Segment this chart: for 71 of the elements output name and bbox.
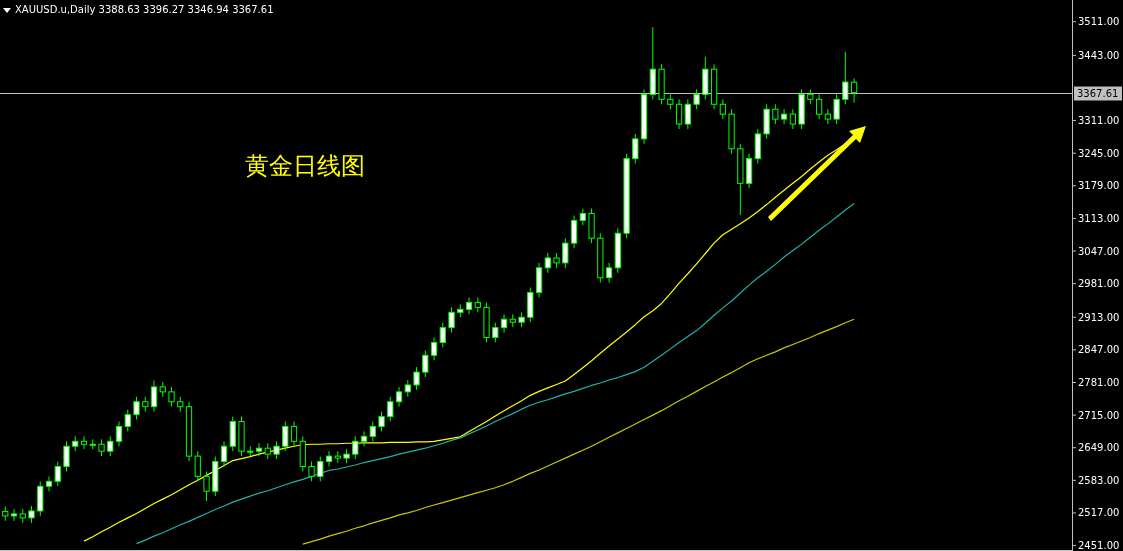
candlestick xyxy=(693,88,700,110)
candlestick xyxy=(168,386,175,408)
candlestick xyxy=(387,396,394,423)
candlestick xyxy=(107,435,114,457)
candlestick xyxy=(10,508,18,522)
y-tick-label: 3047.00 xyxy=(1078,245,1120,257)
candlestick xyxy=(850,77,858,104)
y-tick-label: 3511.00 xyxy=(1078,16,1120,28)
candlestick xyxy=(124,409,131,432)
candlestick xyxy=(115,421,123,447)
candlestick xyxy=(325,450,333,467)
candlestick xyxy=(54,461,61,487)
ref-line-label: 3367.61 xyxy=(1077,88,1119,99)
candlestick xyxy=(815,93,823,120)
candlestick xyxy=(133,396,140,421)
candlestick xyxy=(317,456,324,482)
candlestick xyxy=(220,440,228,467)
candlestick xyxy=(203,470,210,502)
candlestick xyxy=(605,262,613,284)
y-tick-label: 2649.00 xyxy=(1078,442,1120,454)
y-tick-label: 2847.00 xyxy=(1078,344,1120,356)
candlestick xyxy=(150,380,158,413)
candlestick xyxy=(378,411,385,432)
y-tick-label: 2583.00 xyxy=(1078,474,1120,486)
candlestick xyxy=(780,108,788,125)
y-tick-label: 2981.00 xyxy=(1078,278,1120,290)
y-tick-label: 3443.00 xyxy=(1078,49,1120,61)
y-tick-label: 2451.00 xyxy=(1078,540,1120,551)
y-tick-label: 2517.00 xyxy=(1078,507,1120,519)
candlestick xyxy=(395,386,403,408)
candlestick xyxy=(360,430,368,447)
annotation: XAUUSD.u,Daily 3388.63 3396.27 3346.94 3367.61 xyxy=(15,4,274,15)
candlestick xyxy=(439,322,446,348)
candlestick xyxy=(675,98,683,130)
candlestick xyxy=(465,296,473,315)
candlestick xyxy=(562,237,569,269)
line-series xyxy=(135,203,855,545)
y-tick-label: 3311.00 xyxy=(1078,115,1120,127)
candlestick xyxy=(789,108,796,130)
candlestick xyxy=(500,313,508,334)
candlestick xyxy=(632,133,639,165)
candlestick xyxy=(308,461,315,482)
y-tick-label: 2715.00 xyxy=(1078,409,1120,421)
y-tick-label: 3179.00 xyxy=(1078,180,1120,192)
candlestick xyxy=(430,337,438,361)
candlestick xyxy=(492,322,499,343)
candlestick xyxy=(448,306,455,334)
text: 黄金日线图 xyxy=(245,152,365,180)
candlestick xyxy=(842,51,849,105)
candlestick xyxy=(413,366,420,391)
candlestick xyxy=(570,214,578,249)
candlestick xyxy=(369,421,376,442)
candlestick xyxy=(772,103,779,125)
candlestick xyxy=(194,450,201,482)
candlestick xyxy=(63,440,70,472)
line-series xyxy=(302,318,855,545)
candlestick xyxy=(290,421,298,447)
candlestick xyxy=(422,349,429,378)
candlestick xyxy=(282,421,289,452)
candlestick xyxy=(80,435,88,450)
y-tick-label: 3245.00 xyxy=(1078,147,1120,159)
candlestick xyxy=(684,98,691,130)
candlestick xyxy=(255,442,263,457)
candlestick xyxy=(719,98,726,120)
candlestick xyxy=(352,435,359,460)
y-tick-label: 3113.00 xyxy=(1078,212,1120,224)
candlestick xyxy=(45,475,53,492)
candlestick xyxy=(544,252,551,274)
candlestick xyxy=(833,93,840,125)
y-tick-label: 2781.00 xyxy=(1078,376,1120,388)
y-tick-label: 2913.00 xyxy=(1078,311,1120,323)
